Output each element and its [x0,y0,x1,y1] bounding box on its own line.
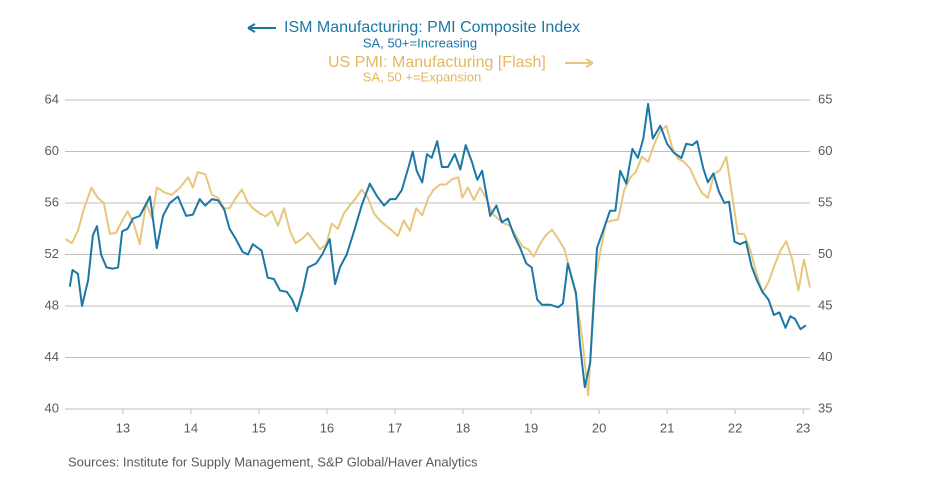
y2-tick-label: 35 [818,400,832,415]
legend-label: ISM Manufacturing: PMI Composite Index [284,19,580,36]
y2-tick-label: 45 [818,297,832,312]
x-tick-label: 19 [524,420,538,435]
y-tick-label: 48 [45,297,59,312]
legend-arrow-head [585,58,594,68]
y-tick-label: 52 [45,246,59,261]
y-tick-label: 56 [45,194,59,209]
y2-tick-label: 40 [818,349,832,364]
x-tick-label: 23 [796,420,810,435]
series-line [65,124,811,397]
legend-subtitle: SA, 50+=Increasing [363,35,477,50]
y-tick-label: 60 [45,143,59,158]
x-tick-label: 15 [252,420,266,435]
source-note: Sources: Institute for Supply Management… [68,454,478,469]
x-tick-label: 17 [388,420,402,435]
y2-tick-label: 50 [818,246,832,261]
x-tick-label: 18 [456,420,470,435]
x-tick-label: 21 [660,420,674,435]
legend-subtitle: SA, 50 +=Expansion [363,69,482,84]
series-line [68,102,807,389]
x-tick-label: 20 [592,420,606,435]
x-tick-label: 22 [728,420,742,435]
legend-arrow-head [247,23,256,33]
x-tick-label: 16 [320,420,334,435]
x-tick-label: 13 [116,420,130,435]
x-tick-label: 14 [184,420,198,435]
y-tick-label: 40 [45,400,59,415]
y2-tick-label: 65 [818,91,832,106]
y-tick-label: 64 [45,91,59,106]
legend-label: US PMI: Manufacturing [Flash] [328,54,546,71]
y2-tick-label: 55 [818,194,832,209]
y-tick-label: 44 [45,349,59,364]
y2-tick-label: 60 [818,143,832,158]
